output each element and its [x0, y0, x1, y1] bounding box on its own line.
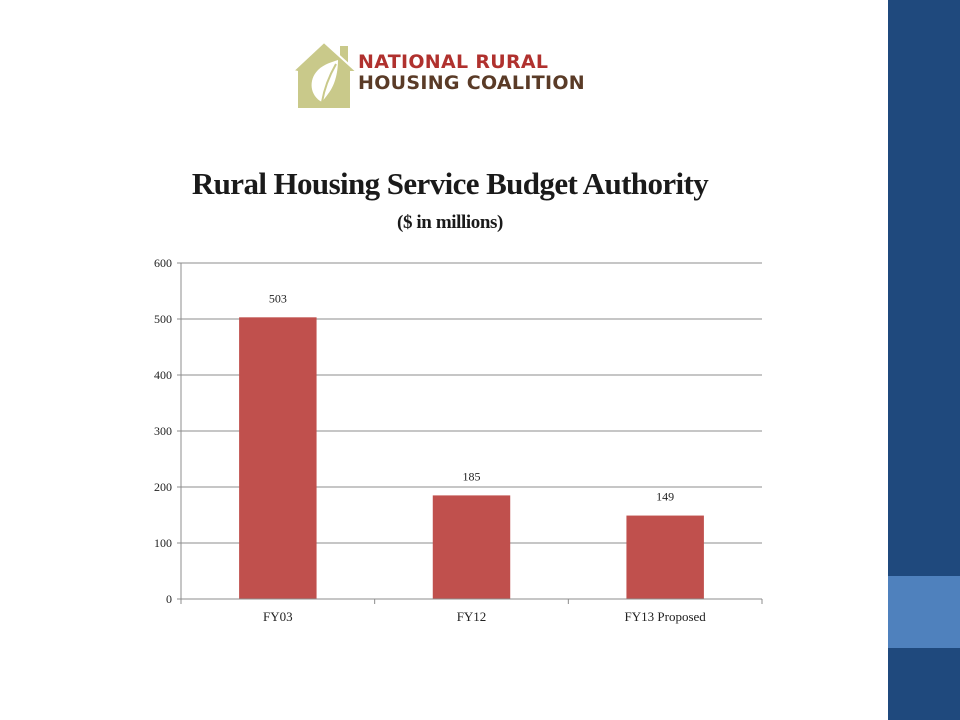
y-tick-label: 500	[154, 312, 172, 326]
y-tick-label: 300	[154, 424, 172, 438]
logo-text-line1: NATIONAL RURAL	[358, 51, 549, 73]
y-tick-label: 600	[154, 256, 172, 270]
bar-chart: 0 100 200 300 400 500 600 503 FY03 185 FY12 149 FY13…	[154, 256, 763, 624]
y-tick-label: 100	[154, 536, 172, 550]
bar	[239, 317, 317, 599]
organization-logo: NATIONAL RURAL HOUSING COALITION	[288, 36, 610, 116]
y-tick-label: 400	[154, 368, 172, 382]
y-tick-label: 0	[166, 592, 172, 606]
chart-subtitle: ($ in millions)	[397, 212, 503, 233]
logo-wordmark: NATIONAL RURAL HOUSING COALITION	[358, 52, 585, 94]
bar	[432, 495, 511, 599]
x-tick-label: FY03	[263, 609, 293, 624]
sidebar-band-bottom	[888, 648, 960, 720]
data-label: 149	[656, 490, 674, 504]
y-tick-label: 200	[154, 480, 172, 494]
house-leaf-icon	[293, 40, 357, 108]
sidebar-band-middle	[888, 576, 960, 648]
x-tick-label: FY13 Proposed	[625, 609, 707, 624]
sidebar-band-top	[888, 0, 960, 576]
bar	[626, 515, 704, 599]
logo-text-line2: HOUSING COALITION	[358, 72, 585, 94]
x-tick-label: FY12	[457, 609, 487, 624]
sidebar-decoration	[888, 0, 960, 720]
chart-title: Rural Housing Service Budget Authority	[191, 166, 709, 201]
data-label: 503	[269, 291, 287, 305]
data-label: 185	[463, 469, 481, 483]
